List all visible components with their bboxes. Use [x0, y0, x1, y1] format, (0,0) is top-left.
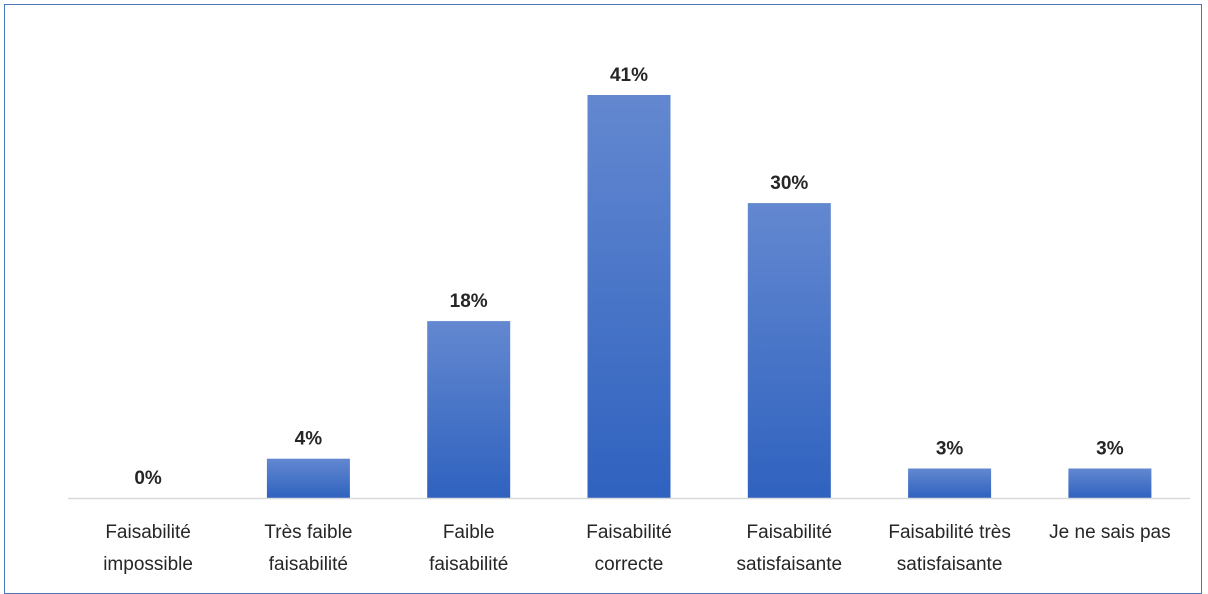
category-label-5: Faisabilité très satisfaisante: [888, 522, 1011, 575]
bar-3: [587, 95, 671, 498]
category-label-3: Faisabilité correcte: [586, 522, 672, 575]
bar-6: [1068, 468, 1152, 498]
bar-4: [747, 203, 831, 498]
value-label-1: 4%: [295, 429, 323, 450]
value-label-3: 41%: [610, 65, 648, 86]
category-label-2: Faible faisabilité: [429, 522, 508, 575]
value-label-6: 3%: [1096, 439, 1124, 460]
value-label-0: 0%: [134, 468, 162, 489]
value-label-2: 18%: [450, 291, 488, 312]
value-label-5: 3%: [936, 439, 964, 460]
category-labels-group: Faisabilité impossible Très faible faisabil…: [103, 522, 1170, 575]
category-label-0: Faisabilité impossible: [103, 522, 193, 575]
category-label-6: Je ne sais pas: [1049, 522, 1170, 543]
category-label-4: Faisabilité satisfaisante: [736, 522, 842, 575]
value-label-4: 30%: [770, 173, 808, 194]
bar-2: [427, 321, 511, 498]
bars-group: [266, 95, 1152, 498]
bar-1: [266, 458, 350, 498]
bar-5: [908, 468, 992, 498]
value-labels-group: 0% 4% 18% 41% 30% 3% 3%: [134, 65, 1123, 489]
category-label-1: Très faible faisabilité: [264, 522, 352, 575]
